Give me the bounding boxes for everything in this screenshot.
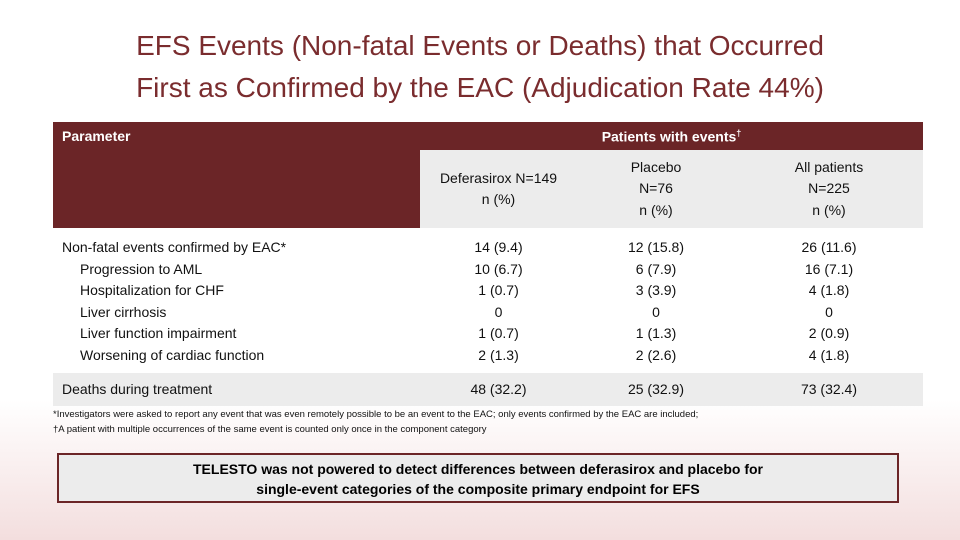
title-line: EFS Events (Non-fatal Events or Deaths) …	[136, 30, 824, 61]
table-cell: 10 (6.7)	[474, 260, 523, 277]
table-cell: 3 (3.9)	[635, 282, 677, 298]
callout: TELESTO was not powered to detect differ…	[57, 453, 899, 503]
column-header-line: n (%)	[639, 201, 673, 218]
row-band	[53, 373, 923, 406]
table-cell: 0	[652, 303, 660, 320]
row-label: Liver cirrhosis	[80, 303, 167, 320]
table-cell: 4 (1.8)	[808, 282, 850, 298]
table-cell: 26 (11.6)	[801, 239, 857, 255]
table-cell: 0	[494, 303, 503, 320]
column-header-line: n (%)	[481, 191, 516, 207]
footnote: †A patient with multiple occurrences of …	[53, 424, 487, 435]
row-label: Hospitalization for CHF	[80, 282, 224, 298]
column-header-band	[420, 150, 923, 228]
column-header-line: N=225	[808, 180, 850, 197]
parameter-header: Parameter	[62, 128, 131, 144]
callout-line: TELESTO was not powered to detect differ…	[193, 461, 763, 477]
table-cell: 2 (0.9)	[808, 325, 850, 341]
column-header-line: N=76	[639, 180, 673, 197]
table-cell: 12 (15.8)	[627, 239, 685, 255]
table-cell: 14 (9.4)	[474, 239, 523, 255]
group-header-mark: †	[736, 128, 742, 138]
column-header-line: Deferasirox N=149	[439, 169, 558, 186]
group-header-text: Patients with events	[601, 128, 737, 145]
table-cell: 2 (2.6)	[635, 346, 677, 363]
footnote: *Investigators were asked to report any …	[53, 409, 699, 420]
table-cell: 1 (1.3)	[635, 325, 677, 341]
table-cell: 6 (7.9)	[635, 260, 677, 277]
table-cell: 16 (7.1)	[804, 260, 854, 277]
table-cell: 73 (32.4)	[800, 381, 858, 397]
table-cell: 4 (1.8)	[808, 346, 850, 363]
group-header: Patients with events†	[420, 128, 923, 145]
column-header-line: All patients	[794, 158, 864, 175]
table-cell: 25 (32.9)	[627, 381, 685, 397]
column-header-line: Placebo	[630, 158, 682, 175]
table-cell: 1 (0.7)	[478, 325, 519, 341]
column-header-line: n (%)	[812, 201, 846, 218]
table-cell: 1 (0.7)	[478, 282, 519, 298]
table-cell: 2 (1.3)	[478, 346, 519, 363]
title-line: First as Confirmed by the EAC (Adjudicat…	[136, 72, 824, 103]
row-label: Worsening of cardiac function	[80, 346, 265, 363]
row-label: Non-fatal events confirmed by EAC*	[62, 239, 287, 255]
table-cell: 0	[825, 303, 833, 320]
row-label: Deaths during treatment	[62, 381, 213, 397]
row-label: Progression to AML	[80, 260, 203, 277]
row-label: Liver function impairment	[80, 325, 237, 341]
callout-line: single-event categories of the composite…	[256, 481, 700, 497]
table-cell: 48 (32.2)	[470, 381, 527, 397]
